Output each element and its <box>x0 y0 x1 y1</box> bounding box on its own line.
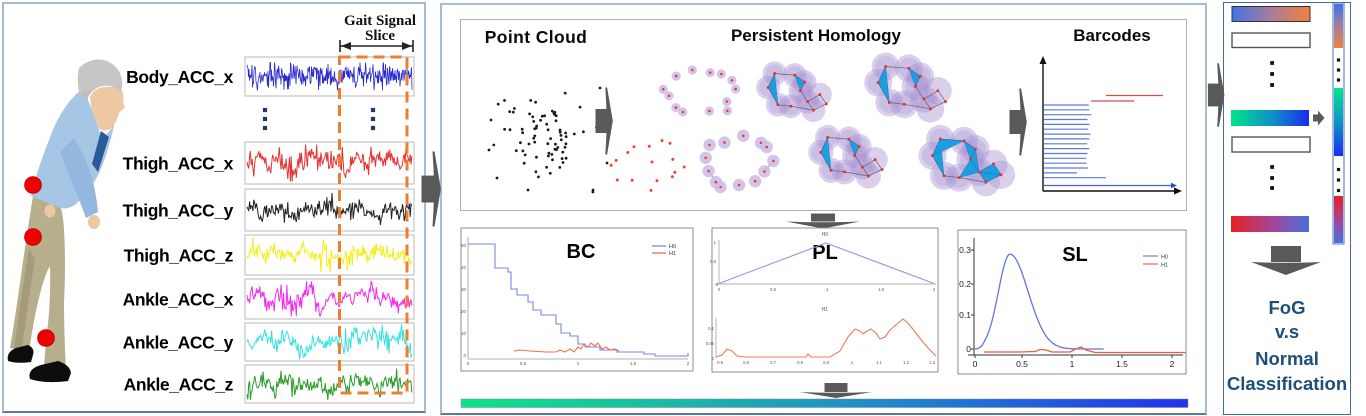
svg-text:0.1: 0.1 <box>959 310 971 320</box>
svg-text:Point Cloud: Point Cloud <box>485 27 588 47</box>
svg-text:0.5: 0.5 <box>770 287 776 292</box>
svg-text:FoG: FoG <box>1269 297 1306 318</box>
svg-text:Barcodes: Barcodes <box>1073 26 1150 45</box>
svg-text:30: 30 <box>461 287 467 292</box>
svg-text:0.7: 0.7 <box>770 360 776 365</box>
svg-text:1.5: 1.5 <box>630 361 637 366</box>
svg-text:1: 1 <box>851 360 854 365</box>
svg-text:0: 0 <box>712 356 715 361</box>
svg-text:0.6: 0.6 <box>743 360 749 365</box>
svg-text:0.5: 0.5 <box>520 361 527 366</box>
svg-text:0.05: 0.05 <box>706 341 715 346</box>
svg-text:2: 2 <box>1170 359 1175 369</box>
svg-text:0: 0 <box>966 344 971 354</box>
svg-text:Thigh_ACC_y: Thigh_ACC_y <box>123 201 234 221</box>
svg-text:0: 0 <box>973 359 978 369</box>
svg-text:1.5: 1.5 <box>878 287 884 292</box>
svg-text:H0: H0 <box>669 244 676 250</box>
svg-text:BC: BC <box>567 241 596 263</box>
svg-text:0.8: 0.8 <box>797 360 803 365</box>
svg-text:0.5: 0.5 <box>1016 359 1028 369</box>
svg-text:0.5: 0.5 <box>717 360 723 365</box>
svg-text:Thigh_ACC_x: Thigh_ACC_x <box>123 154 234 174</box>
svg-text:H1: H1 <box>822 307 829 313</box>
svg-text:0: 0 <box>467 361 470 366</box>
svg-text:Ankle_ACC_y: Ankle_ACC_y <box>123 333 234 353</box>
svg-text:1: 1 <box>577 361 580 366</box>
svg-text:10: 10 <box>461 331 467 336</box>
svg-text:SL: SL <box>1062 244 1088 266</box>
svg-text:1.1: 1.1 <box>876 360 882 365</box>
svg-text:0.5: 0.5 <box>710 259 716 264</box>
svg-text:0: 0 <box>463 353 466 358</box>
svg-text:H0: H0 <box>822 232 829 238</box>
svg-text:Ankle_ACC_z: Ankle_ACC_z <box>124 375 234 395</box>
svg-text:1.5: 1.5 <box>1116 359 1128 369</box>
svg-text:1: 1 <box>826 287 829 292</box>
svg-text:H1: H1 <box>1161 263 1168 269</box>
svg-text:1.2: 1.2 <box>903 360 909 365</box>
svg-text:H1: H1 <box>669 251 676 257</box>
svg-text:0.9: 0.9 <box>823 360 829 365</box>
svg-text:0: 0 <box>716 282 719 287</box>
svg-text:0.1: 0.1 <box>708 326 714 331</box>
svg-text:H0: H0 <box>1161 255 1168 261</box>
svg-text:0.3: 0.3 <box>959 245 971 255</box>
svg-text:1.3: 1.3 <box>929 360 935 365</box>
svg-text:Slice: Slice <box>365 28 395 44</box>
svg-text:v.s: v.s <box>1275 321 1299 342</box>
svg-text:Persistent Homology: Persistent Homology <box>731 26 902 45</box>
svg-text:Gait Signal: Gait Signal <box>344 13 416 29</box>
svg-text:PL: PL <box>812 242 838 264</box>
svg-text:1: 1 <box>1070 359 1075 369</box>
svg-text:Normal: Normal <box>1255 348 1319 369</box>
svg-text:Classification: Classification <box>1227 373 1347 394</box>
svg-text:Thigh_ACC_z: Thigh_ACC_z <box>124 246 234 266</box>
svg-text:Ankle_ACC_x: Ankle_ACC_x <box>123 290 234 310</box>
svg-text:2: 2 <box>933 287 936 292</box>
svg-text:50: 50 <box>461 243 467 248</box>
svg-text:0: 0 <box>718 287 721 292</box>
svg-text:1: 1 <box>714 240 717 245</box>
svg-text:0.2: 0.2 <box>959 279 971 289</box>
svg-text:40: 40 <box>461 265 467 270</box>
svg-text:20: 20 <box>461 309 467 314</box>
svg-text:2: 2 <box>687 361 690 366</box>
svg-text:Body_ACC_x: Body_ACC_x <box>126 67 234 87</box>
